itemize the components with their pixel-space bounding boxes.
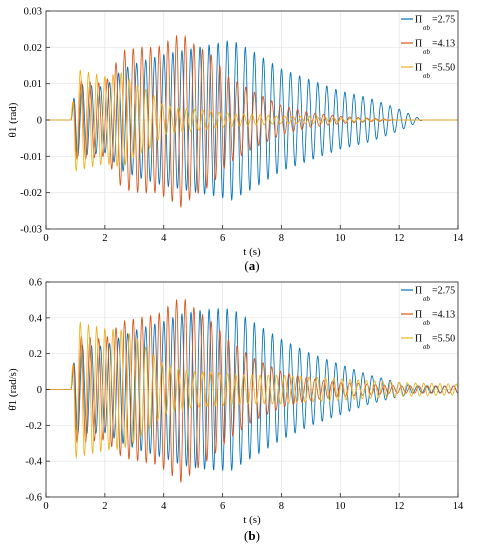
y-tick-label: 0.6 bbox=[29, 278, 42, 289]
series-line-5-50 bbox=[46, 321, 458, 459]
y-tick-label: -0.6 bbox=[25, 493, 42, 504]
x-tick-label: 2 bbox=[102, 501, 107, 512]
series-line-5-50 bbox=[46, 69, 458, 172]
legend-label: Π bbox=[415, 39, 422, 50]
legend-label: Π bbox=[415, 286, 422, 297]
y-tick-label: 0.4 bbox=[29, 313, 43, 324]
x-axis-label: t (s) bbox=[243, 246, 261, 258]
legend-subscript: σb bbox=[423, 48, 430, 56]
legend-value: =4.13 bbox=[432, 310, 455, 321]
y-tick-label: 0 bbox=[37, 116, 42, 127]
y-tick-label: 0.2 bbox=[29, 349, 42, 360]
chart-panel-a: 0 2 4 6 8 10 12 14 0.03 0.02 0.01 0 -0.01 -0.02 -0.03 t… bbox=[7, 7, 464, 274]
legend-value: =5.50 bbox=[432, 63, 455, 74]
x-tick-label: 4 bbox=[161, 501, 167, 512]
x-tick-label: 12 bbox=[394, 501, 405, 512]
y-tick-label: -0.02 bbox=[20, 188, 42, 199]
series-group bbox=[46, 34, 458, 209]
legend-value: =4.13 bbox=[432, 39, 455, 50]
y-axis-label: θ̇1 (rad/s) bbox=[7, 368, 19, 411]
x-tick-label: 6 bbox=[220, 233, 225, 244]
legend-label: Π bbox=[415, 310, 422, 321]
legend-value: =5.50 bbox=[432, 334, 455, 345]
y-tick-label: 0.02 bbox=[24, 43, 42, 54]
x-tick-label: 6 bbox=[220, 501, 225, 512]
x-tick-label: 2 bbox=[102, 233, 107, 244]
y-tick-label: 0.03 bbox=[24, 7, 42, 18]
legend-subscript: σb bbox=[423, 343, 430, 351]
legend-label: Π bbox=[415, 15, 422, 26]
legend-label: Π bbox=[415, 334, 422, 345]
legend-subscript: σb bbox=[423, 319, 430, 327]
x-tick-label: 14 bbox=[453, 501, 464, 512]
x-tick-label: 0 bbox=[43, 501, 48, 512]
legend-label: Π bbox=[415, 63, 422, 74]
x-tick-label: 14 bbox=[453, 233, 464, 244]
y-tick-label: -0.03 bbox=[20, 225, 42, 236]
x-tick-label: 12 bbox=[394, 233, 405, 244]
series-group bbox=[46, 298, 458, 483]
y-tick-label: 0 bbox=[37, 385, 42, 396]
x-tick-label: 0 bbox=[43, 233, 48, 244]
y-tick-label: 0.01 bbox=[24, 79, 42, 90]
panel-caption: (a) bbox=[244, 258, 259, 273]
series-line-4-13 bbox=[46, 34, 458, 209]
panel-caption: (b) bbox=[244, 528, 260, 543]
y-tick-label: -0.2 bbox=[25, 421, 42, 432]
x-tick-label: 10 bbox=[335, 233, 346, 244]
legend-subscript: σb bbox=[423, 295, 430, 303]
legend-value: =2.75 bbox=[432, 286, 455, 297]
y-axis-label: θ1 (rad) bbox=[7, 102, 19, 137]
chart-panel-b: 0 2 4 6 8 10 12 14 0.6 0.4 0.2 0 -0.2 -0.4 -0.6 t (s) θ̇… bbox=[7, 278, 464, 544]
x-tick-label: 10 bbox=[335, 501, 346, 512]
y-tick-label: -0.01 bbox=[20, 152, 42, 163]
legend-subscript: σb bbox=[423, 72, 430, 80]
legend-subscript: σb bbox=[423, 24, 430, 32]
x-tick-label: 8 bbox=[279, 233, 284, 244]
x-tick-label: 4 bbox=[161, 233, 167, 244]
x-tick-label: 8 bbox=[279, 501, 284, 512]
x-axis-label: t (s) bbox=[243, 514, 261, 526]
legend-value: =2.75 bbox=[432, 15, 455, 26]
y-tick-label: -0.4 bbox=[25, 457, 42, 468]
